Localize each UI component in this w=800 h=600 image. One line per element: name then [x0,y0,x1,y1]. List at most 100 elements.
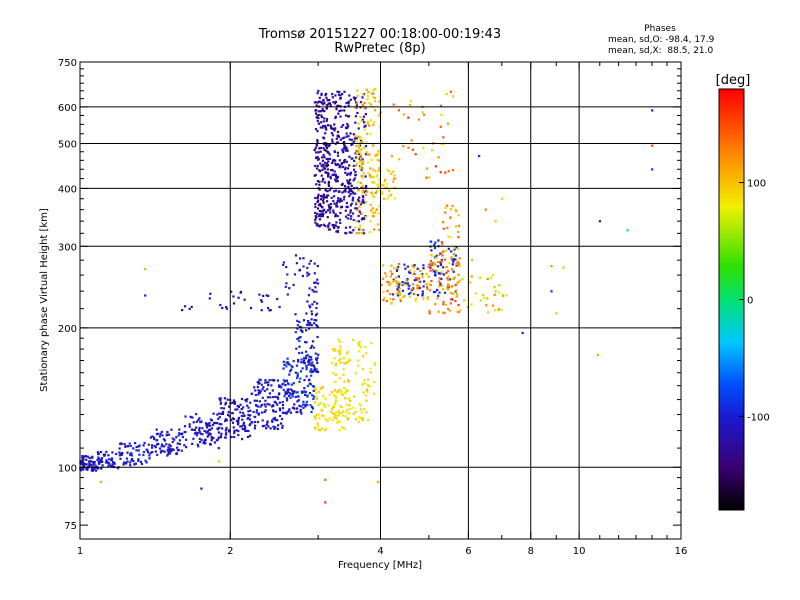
data-point [207,422,210,426]
data-point [346,217,349,220]
data-point [308,358,311,361]
data-point [354,171,357,174]
data-point [357,143,360,146]
data-point [407,292,410,295]
data-point [440,284,443,287]
data-point [354,115,357,118]
data-point [234,408,237,411]
data-point [218,412,221,415]
data-point [224,418,227,421]
data-point [386,280,389,284]
data-point [244,426,247,429]
data-point [369,119,373,122]
data-point [319,162,322,165]
data-point [447,275,450,278]
data-point [407,270,411,274]
data-point [324,126,327,129]
data-point [276,396,279,399]
data-point [409,100,412,103]
data-point [446,204,449,207]
data-point [350,202,353,205]
data-point [457,224,461,227]
data-point [439,252,442,255]
data-point [437,156,440,159]
data-point [285,266,288,269]
data-point [364,145,368,148]
data-point [348,358,351,361]
data-point [195,431,198,434]
data-point [309,346,312,349]
data-point [340,411,343,415]
data-point [122,463,125,466]
data-point [373,109,377,112]
data-point [328,189,331,192]
data-point [429,262,432,265]
y-tick-label: 300 [58,242,77,253]
data-point [456,261,459,264]
data-point [241,418,244,421]
data-point [338,389,341,392]
data-point [126,451,129,454]
data-point [403,294,406,298]
data-point [328,157,332,160]
data-point [501,294,505,297]
data-point [137,445,140,448]
data-point [338,199,341,202]
data-point [268,403,271,406]
data-point [338,352,341,355]
data-point [324,171,327,174]
data-point [320,224,323,227]
data-point [338,377,341,380]
data-point [244,399,247,402]
data-point [452,277,455,280]
data-point [96,458,99,461]
data-point [253,386,256,389]
data-point [137,449,140,452]
data-point [219,436,223,439]
data-point [316,92,319,95]
data-point [355,207,358,210]
data-point [325,149,328,152]
data-point [119,452,122,455]
data-point [298,351,301,355]
data-point [334,159,337,162]
data-point [294,371,297,374]
data-point [285,411,288,415]
data-point [416,294,420,297]
data-point [322,209,325,212]
data-point [208,428,211,431]
data-point [282,388,285,392]
data-point [201,433,204,436]
data-point [344,209,347,212]
data-point [381,190,384,193]
data-point [313,281,316,284]
data-point [308,287,311,290]
y-tick-label: 600 [58,103,77,114]
data-point [349,211,352,214]
data-point [344,149,347,152]
data-point [268,379,271,382]
data-point [366,97,369,101]
data-point [348,94,351,97]
data-point [316,370,319,374]
data-point [416,277,420,280]
data-point [308,324,311,327]
data-point [319,401,322,404]
data-point [281,407,285,410]
data-point [315,157,318,160]
data-point [256,420,260,424]
data-point [235,420,239,423]
data-point [111,451,114,454]
data-point [258,400,261,403]
data-point [307,294,310,297]
data-point [309,306,312,309]
data-point [413,264,416,267]
data-point [312,397,315,400]
data-point [273,400,276,403]
data-point [409,291,412,295]
data-point [449,236,452,239]
data-point [84,463,87,466]
data-point [336,226,339,229]
y-tick-label: 100 [58,463,77,474]
data-point [447,307,450,311]
